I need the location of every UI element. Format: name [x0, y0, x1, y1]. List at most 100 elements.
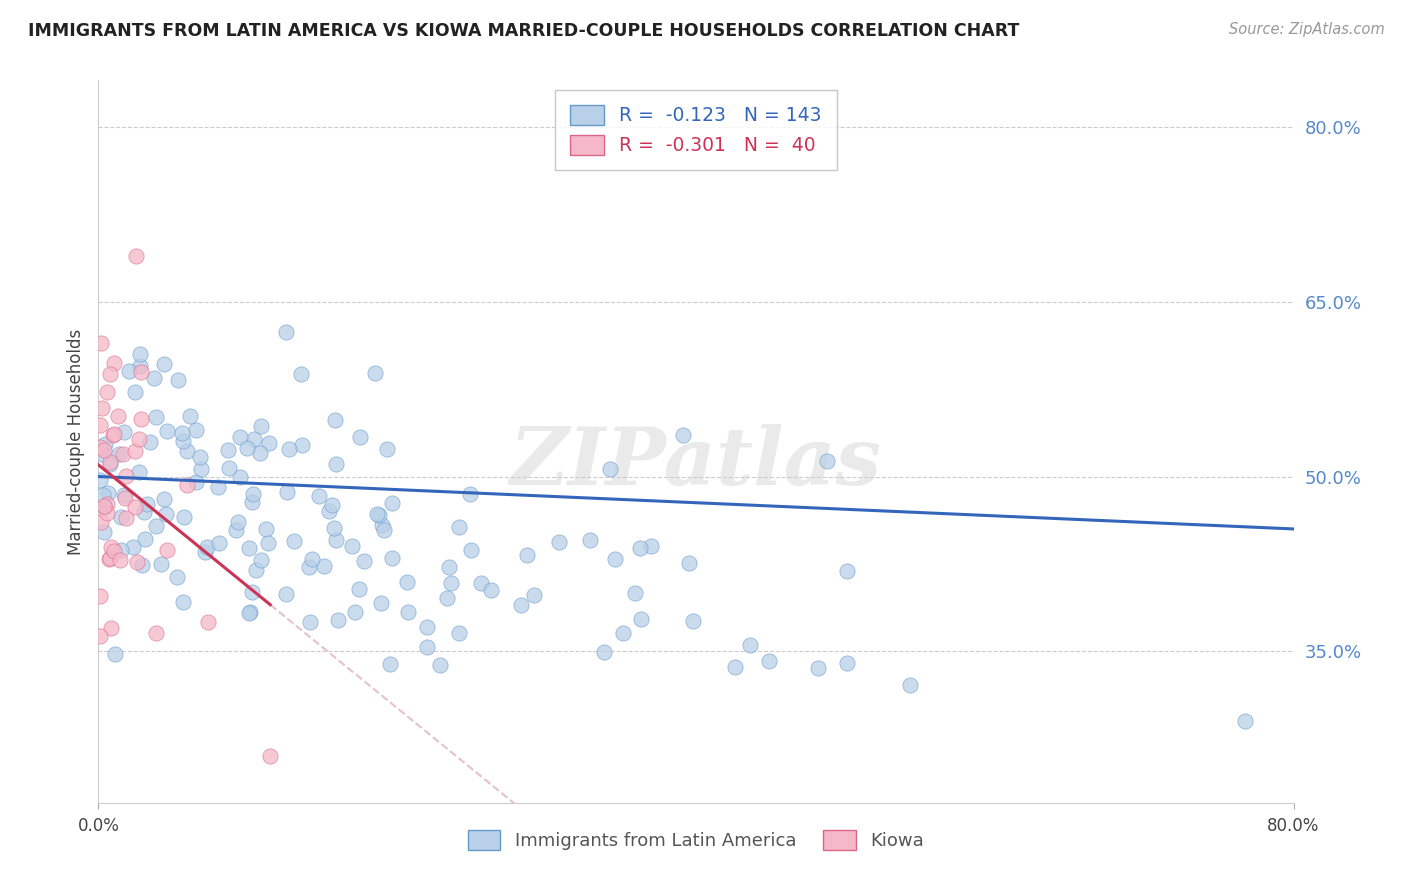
Point — [276, 485, 298, 500]
Point — [228, 515, 250, 529]
Point — [243, 433, 266, 447]
Point — [131, 558, 153, 572]
Point — [254, 522, 277, 536]
Point — [229, 430, 252, 444]
Point — [1234, 714, 1257, 729]
Point — [238, 607, 260, 621]
Point — [250, 419, 273, 434]
Point — [110, 509, 132, 524]
Point — [115, 511, 138, 525]
Point — [548, 535, 571, 549]
Point — [90, 515, 112, 529]
Point — [100, 621, 122, 635]
Point — [128, 465, 150, 479]
Point — [89, 440, 111, 454]
Point — [429, 657, 451, 672]
Point — [195, 540, 218, 554]
Point — [125, 555, 148, 569]
Point — [353, 553, 375, 567]
Point — [470, 575, 492, 590]
Point — [381, 496, 404, 510]
Point — [217, 442, 239, 457]
Point — [640, 539, 662, 553]
Point — [94, 437, 117, 451]
Point — [276, 325, 298, 339]
Point — [592, 645, 614, 659]
Point — [124, 444, 146, 458]
Point — [96, 384, 118, 399]
Point — [98, 368, 121, 382]
Point — [447, 626, 470, 640]
Point — [207, 479, 229, 493]
Point — [291, 438, 314, 452]
Point — [396, 605, 419, 619]
Point — [176, 443, 198, 458]
Point — [375, 442, 398, 457]
Point — [128, 347, 150, 361]
Point — [325, 533, 347, 547]
Point — [380, 657, 402, 671]
Point — [172, 426, 194, 441]
Point — [166, 570, 188, 584]
Point — [134, 533, 156, 547]
Point — [145, 409, 167, 424]
Point — [283, 534, 305, 549]
Point — [326, 613, 349, 627]
Point — [837, 657, 859, 671]
Point — [124, 384, 146, 399]
Point — [172, 434, 194, 448]
Point — [340, 539, 363, 553]
Point — [312, 558, 335, 573]
Point — [112, 425, 135, 439]
Point — [117, 363, 139, 377]
Point — [370, 518, 392, 533]
Point — [100, 458, 122, 472]
Point — [138, 434, 160, 449]
Text: Source: ZipAtlas.com: Source: ZipAtlas.com — [1229, 22, 1385, 37]
Point — [612, 625, 634, 640]
Point — [236, 441, 259, 455]
Point — [93, 525, 115, 540]
Point — [738, 638, 761, 652]
Point — [603, 552, 626, 566]
Point — [97, 486, 120, 500]
Point — [682, 615, 704, 629]
Point — [276, 587, 298, 601]
Point — [672, 427, 695, 442]
Point — [125, 249, 148, 263]
Point — [190, 461, 212, 475]
Point — [218, 460, 240, 475]
Point — [136, 498, 159, 512]
Point — [323, 521, 346, 535]
Point — [479, 582, 502, 597]
Point — [112, 487, 135, 501]
Point — [93, 499, 115, 513]
Point — [103, 544, 125, 558]
Point — [257, 535, 280, 549]
Point — [152, 491, 174, 506]
Point — [122, 540, 145, 554]
Point — [250, 553, 273, 567]
Point — [240, 495, 263, 509]
Point — [145, 519, 167, 533]
Point — [93, 500, 115, 514]
Point — [156, 424, 179, 438]
Point — [724, 660, 747, 674]
Point — [112, 447, 135, 461]
Point — [373, 523, 395, 537]
Point — [238, 541, 260, 555]
Point — [184, 475, 207, 490]
Point — [516, 548, 538, 562]
Point — [186, 423, 208, 437]
Point — [103, 428, 125, 442]
Point — [179, 409, 201, 423]
Point — [89, 629, 111, 643]
Point — [415, 640, 437, 654]
Point — [150, 557, 173, 571]
Point — [124, 500, 146, 514]
Point — [152, 357, 174, 371]
Text: IMMIGRANTS FROM LATIN AMERICA VS KIOWA MARRIED-COUPLE HOUSEHOLDS CORRELATION CHA: IMMIGRANTS FROM LATIN AMERICA VS KIOWA M… — [28, 22, 1019, 40]
Point — [129, 365, 152, 379]
Point — [678, 556, 700, 570]
Point — [298, 615, 321, 629]
